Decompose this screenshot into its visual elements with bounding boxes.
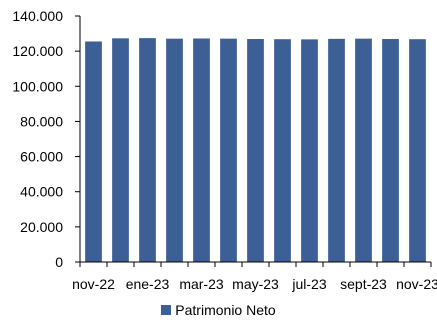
x-tick-label: may-23 [232, 276, 279, 292]
bar-jul-23 [301, 39, 318, 263]
x-tick-label: jul-23 [291, 276, 326, 292]
y-tick-label: 100.000 [12, 78, 63, 94]
x-tick-label: sept-23 [340, 276, 387, 292]
bar-dic-22 [112, 38, 129, 262]
legend-label: Patrimonio Neto [175, 302, 276, 318]
x-tick-label: mar-23 [179, 276, 224, 292]
bar-jun-23 [274, 39, 291, 262]
y-tick-label: 60.000 [20, 149, 63, 165]
bar-feb-23 [166, 38, 183, 262]
bar-abr-23 [220, 38, 237, 262]
bar-ene-23 [139, 38, 156, 262]
legend-swatch [161, 305, 172, 315]
bars [85, 38, 426, 263]
y-tick-label: 140.000 [12, 8, 63, 24]
bar-may-23 [247, 39, 264, 262]
bar-nov-23 [409, 39, 426, 262]
bar-ago-23 [328, 38, 345, 262]
y-tick-label: 20.000 [20, 219, 63, 235]
y-tick-label: 80.000 [20, 113, 63, 129]
bar-sept-23 [355, 38, 372, 262]
x-tick-label: nov-22 [72, 276, 115, 292]
x-tick-label: ene-23 [126, 276, 170, 292]
y-tick-label: 120.000 [12, 43, 63, 59]
y-tick-label: 40.000 [20, 184, 63, 200]
legend: Patrimonio Neto [0, 300, 437, 320]
bar-nov-22 [85, 41, 102, 262]
bar-oct-23 [382, 39, 399, 262]
y-axis-ticks: 0 20.000 40.000 60.000 80.000 100.000 120.000 1… [12, 8, 80, 270]
y-tick-label: 0 [55, 254, 63, 270]
x-axis-ticks: nov-22 ene-23 mar-23 may-23 jul-23 sept-23 nov… [72, 262, 437, 292]
bar-mar-23 [193, 38, 210, 263]
x-tick-label: nov-23 [396, 276, 437, 292]
